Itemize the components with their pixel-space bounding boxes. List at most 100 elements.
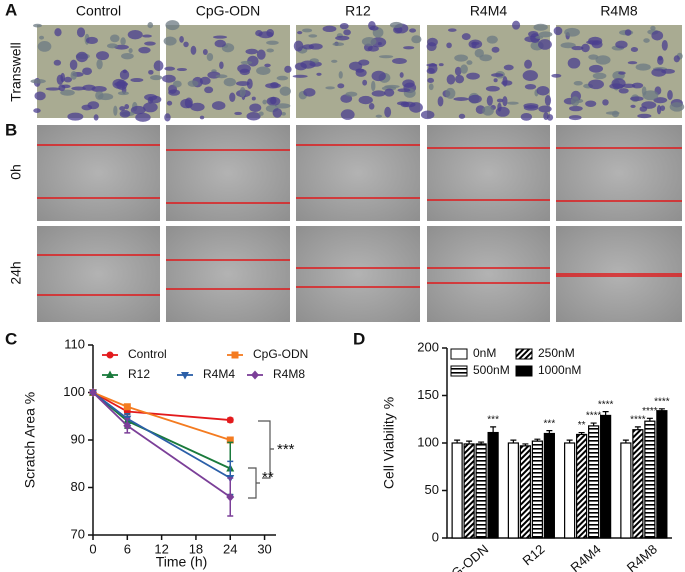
cell xyxy=(240,60,253,65)
bar xyxy=(507,442,519,539)
cell xyxy=(355,68,367,77)
cell xyxy=(75,51,88,63)
error-bar xyxy=(466,440,473,444)
cell xyxy=(522,70,538,81)
cell xyxy=(322,25,337,33)
row-label: Transwell xyxy=(8,42,24,101)
cell xyxy=(199,76,211,85)
cell xyxy=(567,57,581,69)
cell xyxy=(362,79,368,86)
cell xyxy=(270,96,277,105)
legend-swatch xyxy=(450,348,468,360)
panel-label: B xyxy=(5,120,17,139)
cell xyxy=(503,64,514,71)
cell xyxy=(551,73,562,78)
column-label: R4M8 xyxy=(600,3,638,19)
cell xyxy=(121,52,134,60)
cell xyxy=(164,66,176,71)
cell xyxy=(206,52,214,62)
marker xyxy=(231,351,239,359)
column-label: R12 xyxy=(345,3,371,19)
cell xyxy=(446,74,456,85)
cell xyxy=(149,95,162,104)
cell xyxy=(214,39,226,48)
cell xyxy=(564,27,580,37)
cell xyxy=(570,96,580,107)
error-bar xyxy=(646,417,653,422)
cell xyxy=(190,102,205,112)
cell xyxy=(673,55,680,63)
cell xyxy=(491,73,504,77)
cell xyxy=(482,105,494,116)
cell xyxy=(60,89,75,96)
y-tick-label: 150 xyxy=(417,387,439,402)
bar xyxy=(564,442,576,539)
cell xyxy=(300,60,316,69)
transwell-image xyxy=(37,25,160,118)
cell xyxy=(272,108,283,118)
cell xyxy=(245,48,258,55)
cell xyxy=(279,86,291,96)
cell xyxy=(96,59,103,70)
cell xyxy=(461,33,471,41)
cell xyxy=(474,48,484,58)
bar xyxy=(656,410,668,539)
bar xyxy=(487,431,499,539)
cell xyxy=(106,43,118,49)
cell xyxy=(588,79,604,90)
cell xyxy=(246,78,253,89)
x-tick-label: R4M4 xyxy=(568,541,604,572)
cell xyxy=(468,39,483,49)
cell xyxy=(256,66,271,76)
cell xyxy=(637,113,652,119)
cell xyxy=(369,25,379,31)
cell xyxy=(618,71,626,75)
cell xyxy=(573,80,583,86)
cell xyxy=(544,95,552,106)
bar xyxy=(543,432,555,539)
cell xyxy=(303,88,316,97)
cell xyxy=(602,99,609,106)
error-bar xyxy=(578,431,585,435)
cell xyxy=(234,111,242,116)
cell xyxy=(543,112,549,121)
cell xyxy=(485,85,500,92)
cell xyxy=(384,84,400,89)
cell xyxy=(337,83,345,89)
row-label: 0h xyxy=(8,164,24,180)
legend-label: Control xyxy=(128,347,167,361)
marker xyxy=(123,403,131,411)
cell xyxy=(630,104,636,109)
cell xyxy=(345,91,358,97)
cell xyxy=(297,30,303,35)
cell xyxy=(82,84,96,91)
cell xyxy=(239,68,251,76)
series-line xyxy=(92,391,231,479)
cell xyxy=(377,42,382,46)
cell xyxy=(497,102,502,112)
column-label: CpG-ODN xyxy=(196,3,261,19)
cell xyxy=(128,48,133,54)
cell xyxy=(588,64,604,73)
cell xyxy=(585,100,597,107)
cell xyxy=(553,26,563,36)
marker xyxy=(181,372,189,380)
cell xyxy=(375,114,383,118)
y-axis-label: Cell Viability % xyxy=(381,397,397,489)
cell xyxy=(411,35,422,44)
cell xyxy=(148,69,154,75)
cell xyxy=(332,42,345,47)
cell xyxy=(119,106,126,111)
cell xyxy=(308,43,323,50)
cell xyxy=(187,80,199,87)
cell xyxy=(179,35,184,43)
y-tick-label: 70 xyxy=(71,526,85,541)
y-tick-label: 90 xyxy=(71,431,85,446)
cell xyxy=(426,42,437,52)
marker xyxy=(251,370,259,380)
column-label: R4M4 xyxy=(470,3,508,19)
scratch-image xyxy=(37,226,160,322)
y-tick-label: 80 xyxy=(71,479,85,494)
cell xyxy=(130,78,144,83)
